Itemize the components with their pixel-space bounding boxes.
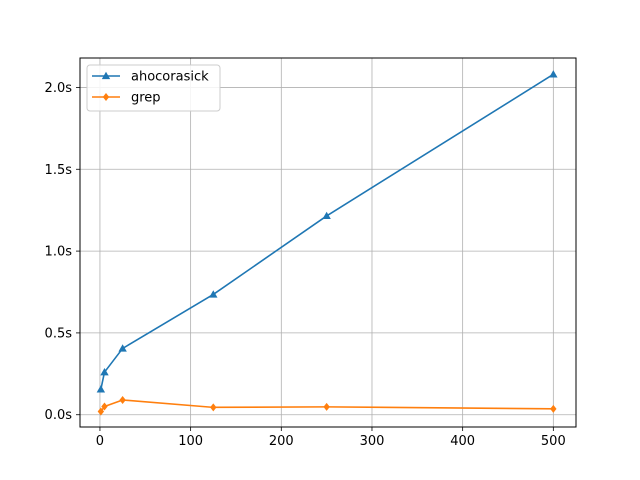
- legend-marker: [102, 93, 110, 101]
- plot-series: [96, 70, 558, 416]
- x-tick-label: 200: [269, 434, 294, 449]
- series-grep: [97, 396, 557, 416]
- y-tick-label: 1.5s: [45, 163, 73, 178]
- data-point: [550, 404, 557, 413]
- axis-ticks: 0 100 200 300 400 500 0.0s 0.5s 1.0s 1.5s 2.0s: [45, 81, 566, 449]
- legend: ahocorasick grep: [86, 64, 221, 112]
- data-point: [322, 211, 331, 220]
- data-point: [101, 402, 108, 411]
- data-point: [100, 367, 109, 376]
- x-tick-label: 500: [541, 434, 566, 449]
- y-tick-label: 2.0s: [45, 81, 73, 96]
- legend-box: [86, 64, 221, 112]
- y-tick-label: 0.0s: [45, 408, 73, 423]
- data-point: [119, 396, 126, 404]
- data-point: [96, 385, 106, 393]
- legend-marker: [101, 71, 111, 80]
- legend-label: ahocorasick: [131, 70, 209, 85]
- x-tick-label: 0: [96, 434, 104, 449]
- y-tick-label: 0.5s: [45, 326, 73, 341]
- data-point: [118, 344, 127, 352]
- plot-frame: [79, 57, 577, 428]
- series-ahocorasick: [96, 70, 558, 393]
- data-point: [549, 70, 558, 78]
- x-tick-label: 300: [360, 434, 385, 449]
- data-point: [210, 403, 217, 412]
- x-tick-label: 100: [178, 434, 203, 449]
- data-point: [323, 402, 330, 411]
- grid: [80, 58, 576, 427]
- y-tick-label: 1.0s: [45, 245, 73, 260]
- x-tick-label: 400: [450, 434, 475, 449]
- legend-label: grep: [131, 91, 161, 106]
- data-point: [209, 290, 218, 298]
- data-point: [97, 407, 105, 416]
